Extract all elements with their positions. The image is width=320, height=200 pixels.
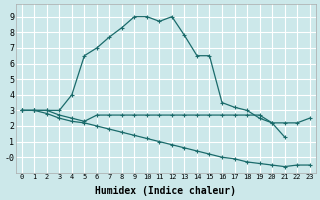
X-axis label: Humidex (Indice chaleur): Humidex (Indice chaleur) xyxy=(95,186,236,196)
